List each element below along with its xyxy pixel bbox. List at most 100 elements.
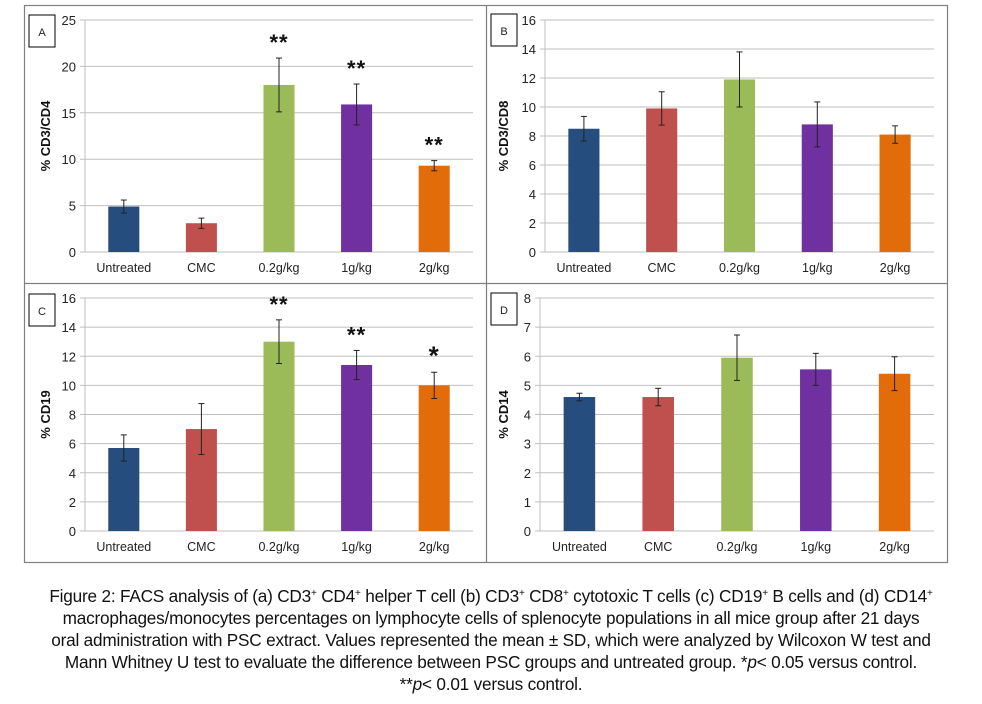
significance-marker: * — [429, 340, 440, 370]
panel-d: 0 1 2 3 4 5 6 7 8 % CD14 D Untreated CMC 0.2g/kg 1g/kg… — [490, 291, 934, 554]
x-tick-label: 1g/kg — [341, 540, 372, 554]
y-tick-label: 6 — [524, 349, 531, 364]
x-tick-label: 0.2g/kg — [258, 540, 299, 554]
x-tick-label: 1g/kg — [801, 540, 832, 554]
x-tick-label: Untreated — [96, 261, 151, 275]
x-tick-label: 2g/kg — [880, 261, 911, 275]
y-tick-label: 6 — [529, 158, 536, 173]
caption-text: < 0.01 versus control. — [421, 674, 583, 694]
bar-cmc — [646, 108, 678, 252]
panel-b: 0 2 4 6 8 10 12 14 16 % CD3/CD8 B Untreated CMC 0.2g/… — [490, 13, 934, 275]
significance-marker: ** — [269, 292, 288, 317]
caption-line-4: Mann Whitney U test to evaluate the diff… — [0, 651, 982, 673]
y-tick-label: 14 — [522, 42, 536, 57]
x-tick-label: Untreated — [96, 540, 151, 554]
y-tick-label: 8 — [529, 129, 536, 144]
y-tick-label: 14 — [62, 320, 76, 335]
y-axis-label: % CD14 — [496, 390, 511, 439]
caption-sup: + — [311, 588, 317, 599]
panel-label-box — [28, 14, 56, 48]
bar-untreated — [108, 206, 140, 252]
x-tick-label: 0.2g/kg — [716, 540, 757, 554]
bar-2gkg — [878, 373, 911, 531]
y-tick-label: 5 — [69, 199, 76, 214]
figure-frame — [23, 4, 949, 564]
panel-label: B — [500, 26, 507, 38]
y-tick-label: 0 — [529, 245, 536, 260]
significance-marker: ** — [425, 133, 444, 158]
bar-02gkg — [263, 84, 295, 253]
x-tick-label: Untreated — [552, 540, 607, 554]
bar-02gkg — [723, 79, 756, 252]
x-tick-label: CMC — [644, 540, 672, 554]
caption-sup: + — [926, 588, 933, 599]
caption-text: B cells and (d) CD14 — [767, 586, 927, 606]
bar-untreated — [563, 397, 596, 531]
y-tick-label: 7 — [524, 320, 531, 335]
caption-sup: + — [518, 588, 525, 599]
caption-text: CD8 — [524, 586, 563, 606]
y-tick-label: 10 — [62, 152, 76, 167]
y-axis-label: % CD19 — [38, 390, 53, 438]
y-tick-label: 2 — [69, 495, 76, 510]
y-tick-label: 0 — [69, 245, 76, 260]
y-tick-label: 8 — [524, 291, 531, 306]
panel-label-box — [490, 13, 518, 47]
y-axis-label: % CD3/CD8 — [496, 101, 511, 172]
caption-line-2: macrophages/monocytes percentages on lym… — [62, 608, 920, 628]
bar-untreated — [568, 128, 600, 252]
y-tick-label: 20 — [62, 59, 76, 74]
caption-text: ** — [399, 674, 413, 694]
x-tick-label: CMC — [647, 261, 675, 275]
bar-cmc — [642, 397, 674, 531]
significance-marker: ** — [347, 322, 366, 347]
bar-1gkg — [341, 364, 373, 531]
x-tick-label: 0.2g/kg — [719, 261, 760, 275]
bar-1gkg — [800, 369, 832, 531]
y-tick-label: 4 — [69, 466, 76, 481]
x-tick-label: 1g/kg — [341, 261, 372, 275]
y-tick-label: 4 — [524, 408, 531, 423]
caption-line-3: oral administration with PSC extract. Va… — [51, 630, 931, 650]
caption-text: < 0.05 versus control. — [756, 652, 918, 672]
y-tick-label: 8 — [69, 408, 76, 423]
y-tick-label: 12 — [62, 349, 76, 364]
bar-02gkg — [721, 357, 753, 531]
caption-text: Figure 2: FACS analysis of (a) CD3 — [49, 586, 311, 606]
y-tick-label: 1 — [524, 495, 531, 510]
y-axis-label: % CD3/CD4 — [38, 100, 53, 172]
panel-label-box — [28, 293, 56, 327]
y-tick-label: 3 — [524, 437, 531, 452]
y-tick-label: 6 — [69, 437, 76, 452]
bar-2gkg — [418, 165, 450, 252]
caption-sup: + — [355, 588, 361, 599]
caption-text: CD4 — [316, 586, 355, 606]
x-tick-label: 2g/kg — [879, 540, 910, 554]
panel-a: 0 5 10 15 20 25 % CD3/CD4 A Untreated CMC 0.2g/kg *… — [28, 13, 473, 275]
x-tick-label: 2g/kg — [419, 540, 450, 554]
caption-text: cytotoxic T cells (c) CD19 — [568, 586, 763, 606]
significance-marker: ** — [269, 30, 288, 55]
x-tick-label: Untreated — [556, 261, 611, 275]
caption-text: Mann Whitney U test to evaluate the diff… — [64, 652, 748, 672]
y-tick-label: 16 — [522, 13, 536, 28]
panel-c: 0 2 4 6 8 10 12 14 16 % CD19 C Untreated CMC 0.2g/kg *… — [28, 291, 473, 554]
y-tick-label: 2 — [529, 216, 536, 231]
caption-line-5: **p< 0.01 versus control. — [0, 673, 982, 695]
y-tick-label: 10 — [522, 100, 536, 115]
bar-2gkg — [879, 134, 911, 252]
caption-sup: + — [762, 588, 768, 599]
x-tick-label: 0.2g/kg — [258, 261, 299, 275]
x-tick-label: 1g/kg — [802, 261, 833, 275]
bar-1gkg — [341, 104, 373, 252]
bar-untreated — [108, 447, 140, 531]
y-tick-label: 0 — [69, 524, 76, 539]
y-tick-label: 4 — [529, 187, 536, 202]
x-tick-label: CMC — [187, 540, 215, 554]
y-tick-label: 16 — [62, 291, 76, 306]
bar-2gkg — [418, 385, 450, 531]
y-tick-label: 0 — [524, 524, 531, 539]
panel-label: C — [38, 306, 46, 318]
y-tick-label: 12 — [522, 71, 536, 86]
